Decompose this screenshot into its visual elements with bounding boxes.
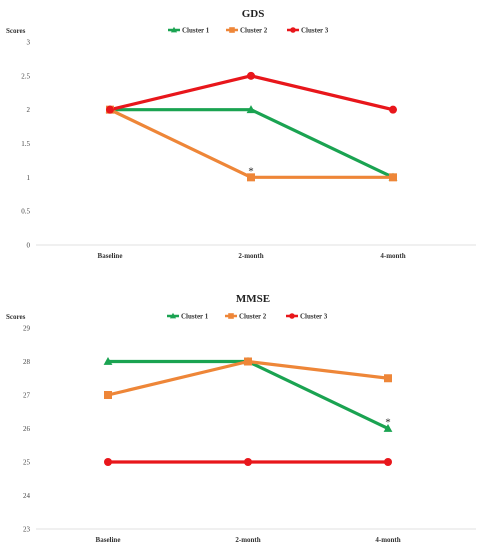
legend-swatch-marker	[228, 313, 234, 319]
data-point	[389, 105, 397, 114]
legend-label: Cluster 3	[300, 313, 328, 321]
legend-swatch-marker	[290, 27, 296, 33]
legend-item-1: Cluster 1	[168, 27, 210, 35]
y-tick-label: 1.5	[21, 140, 30, 148]
x-tick-label: 4-month	[375, 536, 400, 544]
legend-label: Cluster 2	[239, 313, 267, 321]
data-point	[244, 357, 252, 366]
y-tick-label: 29	[23, 325, 31, 333]
data-point	[104, 458, 112, 466]
y-tick-label: 25	[23, 459, 31, 467]
chart-title: MMSE	[236, 293, 270, 305]
x-tick-label: Baseline	[96, 536, 121, 544]
x-tick-label: 2-month	[235, 536, 260, 544]
series-line	[107, 359, 389, 397]
data-point	[244, 458, 252, 466]
legend-swatch-marker	[229, 27, 235, 33]
y-tick-label: 23	[23, 526, 31, 534]
series-line	[109, 74, 394, 112]
legend-item-2: Cluster 2	[225, 313, 267, 321]
y-tick-label: 27	[23, 392, 31, 400]
series-line	[108, 359, 389, 430]
y-tick-label: 1	[27, 174, 31, 182]
significance-annotation: *	[248, 165, 254, 177]
series-3	[109, 74, 394, 112]
chart-1: GDS Cluster 1 Cluster 2 Cluster 3 Scores 0 0.5…	[6, 8, 476, 260]
series-2	[107, 359, 389, 397]
legend: Cluster 1 Cluster 2 Cluster 3	[168, 27, 329, 35]
series-2-markers	[104, 357, 392, 399]
y-axis-label: Scores	[6, 27, 26, 35]
y-tick-label: 2	[27, 106, 31, 114]
legend-swatch-marker	[170, 26, 178, 33]
data-point	[384, 458, 392, 466]
legend-item-3: Cluster 3	[287, 27, 329, 35]
legend-item-1: Cluster 1	[167, 313, 209, 321]
x-tick-label: 2-month	[238, 252, 263, 260]
data-point	[247, 173, 255, 182]
legend-label: Cluster 1	[181, 313, 209, 321]
legend-item-3: Cluster 3	[286, 313, 328, 321]
series-3-markers	[104, 458, 392, 466]
y-tick-label: 0	[27, 242, 31, 250]
y-tick-label: 28	[23, 358, 31, 366]
chart-2: MMSE Cluster 1 Cluster 2 Cluster 3 Scores 23 2…	[6, 293, 476, 544]
series-1	[108, 359, 389, 430]
significance-annotation: *	[385, 417, 391, 429]
data-point	[389, 173, 397, 182]
legend: Cluster 1 Cluster 2 Cluster 3	[167, 313, 328, 321]
y-tick-label: 26	[23, 425, 31, 433]
legend-label: Cluster 2	[240, 27, 268, 35]
data-point	[106, 105, 114, 114]
series-3-markers	[106, 71, 397, 114]
y-tick-label: 3	[27, 39, 31, 47]
data-point	[103, 356, 113, 365]
data-point	[104, 391, 112, 399]
legend-item-2: Cluster 2	[226, 27, 268, 35]
x-tick-label: Baseline	[98, 252, 123, 260]
data-point	[247, 71, 255, 80]
y-tick-label: 2.5	[21, 72, 30, 80]
data-point	[383, 423, 393, 432]
legend-swatch-marker	[169, 312, 177, 319]
y-tick-label: 24	[23, 492, 31, 500]
legend-swatch-marker	[289, 313, 295, 319]
x-tick-label: 4-month	[380, 252, 405, 260]
chart-title: GDS	[242, 8, 265, 20]
legend-label: Cluster 1	[182, 27, 210, 35]
legend-label: Cluster 3	[301, 27, 329, 35]
series-1-markers	[103, 356, 393, 432]
y-axis-label: Scores	[6, 313, 26, 321]
data-point	[246, 105, 256, 114]
data-point	[384, 374, 392, 383]
y-tick-label: 0.5	[21, 208, 30, 216]
